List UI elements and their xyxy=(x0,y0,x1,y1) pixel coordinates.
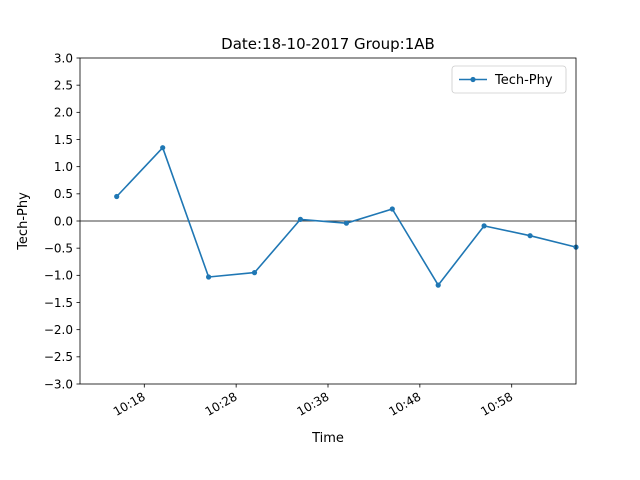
y-tick-label: 0.0 xyxy=(54,214,73,228)
data-point xyxy=(481,223,487,229)
x-axis-label: Time xyxy=(311,431,344,446)
data-point xyxy=(297,216,303,222)
chart-title: Date:18-10-2017 Group:1AB xyxy=(221,35,435,53)
y-tick-label: 1.5 xyxy=(54,133,73,147)
y-tick-label: −1.5 xyxy=(44,296,73,310)
y-tick-label: −2.5 xyxy=(44,350,73,364)
data-point xyxy=(251,270,258,276)
y-tick-label: −2.0 xyxy=(44,323,73,337)
y-tick-label: −0.5 xyxy=(44,241,73,255)
y-axis-label: Tech-Phy xyxy=(16,192,31,251)
data-point xyxy=(160,145,166,151)
axes-frame xyxy=(79,57,577,385)
data-point xyxy=(114,193,120,200)
y-tick-label: −3.0 xyxy=(44,377,73,391)
data-point xyxy=(435,282,441,288)
y-tick-label: 3.0 xyxy=(54,51,73,65)
y-tick-label: −1.0 xyxy=(44,269,73,283)
legend: Tech-Phy xyxy=(451,65,567,94)
y-tick-label: 2.0 xyxy=(54,106,73,120)
y-tick-label: 0.5 xyxy=(54,187,73,201)
y-tick-label: 2.5 xyxy=(54,78,73,92)
y-tick-label: 1.0 xyxy=(54,160,73,174)
legend-label: Tech-Phy xyxy=(494,73,553,88)
data-point xyxy=(206,274,212,280)
plot-area: −3.0 −2.5 −2.0 −1.5 −1.0 −0.5 0.0 0.5 1.0 1.5 2.0 2… xyxy=(44,51,579,419)
legend-marker xyxy=(470,76,476,83)
legend-box xyxy=(451,65,567,94)
data-point xyxy=(343,220,349,226)
data-point xyxy=(527,233,533,239)
data-point xyxy=(389,206,395,212)
